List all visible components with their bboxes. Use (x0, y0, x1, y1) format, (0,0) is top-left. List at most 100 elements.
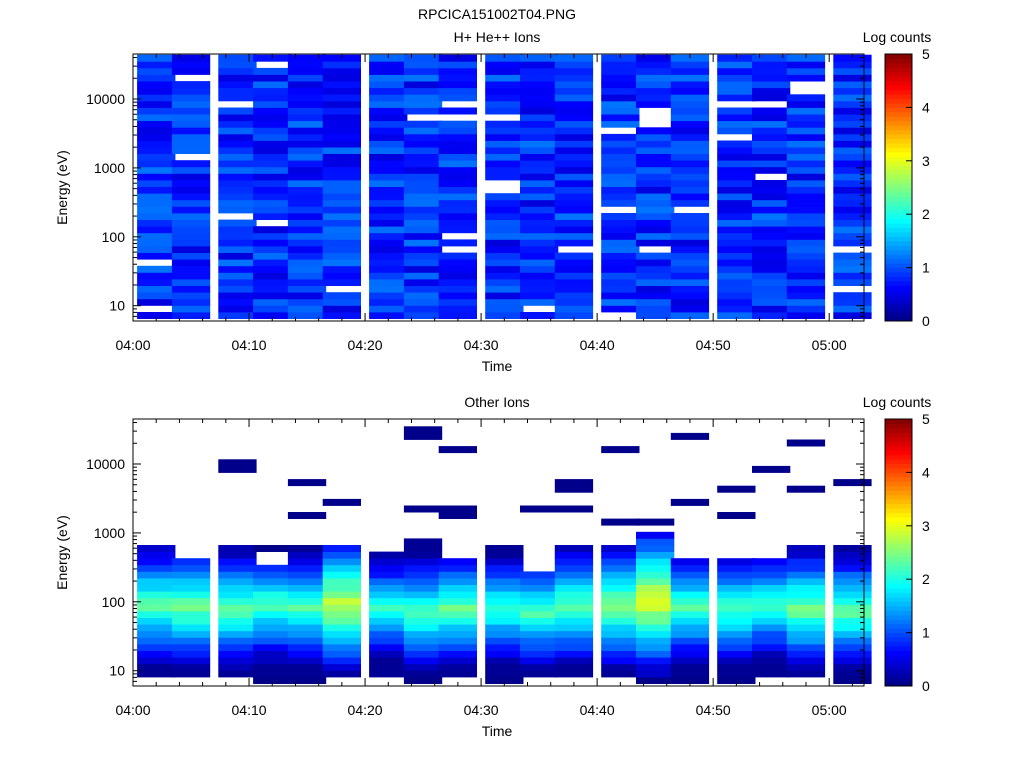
heatmap-cell (717, 650, 756, 658)
heatmap-cell (717, 663, 756, 671)
heatmap-cell (833, 670, 872, 678)
heatmap-cell (137, 564, 176, 572)
heatmap-cell (636, 312, 675, 319)
heatmap-cell (438, 578, 477, 585)
heatmap-cell (833, 604, 872, 612)
heatmap-cell (218, 663, 257, 671)
heatmap-cell (520, 81, 559, 89)
heatmap-cell (717, 604, 756, 612)
heatmap-cell (218, 551, 257, 559)
heatmap-cell (403, 285, 443, 293)
heatmap-cell (786, 147, 826, 154)
heatmap-cell (287, 657, 327, 665)
x-tick-label: 04:10 (232, 702, 267, 718)
heatmap-cell (601, 604, 640, 612)
heatmap-cell (636, 213, 675, 220)
colorbar-segment (885, 129, 912, 135)
heatmap-cell (670, 81, 710, 89)
heatmap-cell (601, 153, 640, 161)
heatmap-cell (253, 597, 292, 605)
heatmap-cell (786, 193, 826, 201)
heatmap-cell (520, 140, 559, 148)
colorbar-segment (885, 232, 912, 237)
heatmap-cell (253, 193, 292, 201)
heatmap-cell (218, 637, 257, 645)
heatmap-cell (322, 127, 361, 135)
heatmap-cell (636, 239, 675, 247)
heatmap-cell (752, 298, 791, 306)
heatmap-cell (322, 624, 361, 632)
heatmap-cell (520, 298, 559, 306)
heatmap-cell (636, 199, 675, 207)
colorbar-segment (885, 499, 912, 505)
heatmap-cell (752, 206, 791, 214)
heatmap-cell (752, 232, 791, 240)
colorbar-segment (885, 285, 912, 291)
colorbar-segment (885, 419, 912, 424)
colorbar-segment (885, 298, 912, 304)
x-tick-label: 04:40 (580, 702, 615, 718)
heatmap-cell (786, 630, 826, 638)
heatmap-cell (287, 219, 327, 227)
heatmap-cell (287, 160, 327, 168)
heatmap-cell (554, 166, 594, 174)
heatmap-cell (253, 114, 292, 122)
panel-0: 04:00 04:10 04:20 04:30 04:40 04:50 05:0010100… (54, 29, 931, 374)
heatmap-cell (601, 133, 640, 141)
heatmap-cell (369, 312, 408, 319)
heatmap-cell (438, 670, 477, 678)
heatmap-cell (218, 61, 257, 69)
heatmap-cell (670, 54, 710, 62)
heatmap-cell (287, 292, 327, 300)
heatmap-cell (752, 120, 791, 128)
heatmap-cell (554, 630, 594, 638)
heatmap-cell (670, 61, 710, 69)
heatmap-cell (403, 571, 443, 579)
heatmap-cell (833, 186, 872, 194)
colorbar-segment (885, 240, 912, 246)
heatmap-cell (833, 305, 872, 313)
heatmap-cell (520, 114, 559, 122)
heatmap-cell (137, 94, 176, 102)
heatmap-cell (554, 100, 594, 108)
heatmap-cell (218, 160, 257, 168)
colorbar-segment (885, 316, 912, 322)
x-tick-label: 04:40 (580, 337, 615, 353)
heatmap-cell (786, 100, 826, 108)
colorbar-tick-label: 0 (922, 313, 930, 329)
heatmap-cell (171, 199, 211, 207)
heatmap-cell (322, 186, 361, 194)
heatmap-cell (403, 558, 443, 566)
y-tick-label: 100 (102, 594, 126, 610)
heatmap-cell (322, 94, 361, 102)
heatmap-cell (833, 226, 872, 234)
heatmap-cell (636, 564, 675, 572)
heatmap-cell (717, 630, 756, 638)
heatmap-cell (717, 219, 756, 227)
heatmap-cell (137, 219, 176, 227)
heatmap-cell (670, 285, 710, 293)
heatmap-cell (322, 213, 361, 220)
colorbar-segment (885, 160, 912, 166)
x-tick-label: 05:00 (812, 337, 847, 353)
heatmap-cell (171, 206, 211, 214)
heatmap-cell (137, 617, 176, 625)
colorbar-segment (885, 200, 912, 206)
heatmap-cell (520, 265, 559, 273)
colorbar-segment (885, 534, 912, 540)
heatmap-cell (287, 153, 327, 161)
heatmap-cell (752, 611, 791, 618)
heatmap-cell (752, 94, 791, 102)
heatmap-cell (752, 597, 791, 605)
heatmap-cell (636, 545, 675, 552)
x-tick-label: 04:30 (464, 702, 499, 718)
heatmap-cell (438, 597, 477, 605)
heatmap-cell (171, 604, 211, 612)
heatmap-cell (786, 545, 826, 552)
colorbar-tick-label: 5 (922, 46, 930, 62)
heatmap-cell (253, 232, 292, 240)
heatmap-cell (137, 584, 176, 592)
heatmap-cell (322, 81, 361, 89)
heatmap-cell (485, 107, 524, 115)
